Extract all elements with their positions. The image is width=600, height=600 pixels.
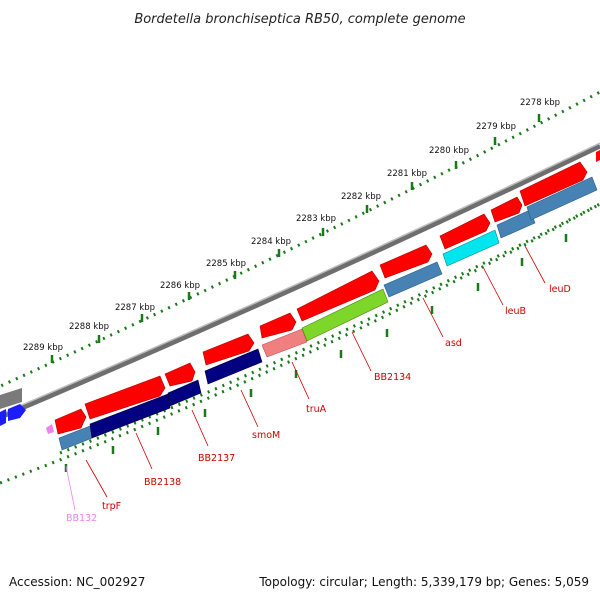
backbone-band — [0, 143, 600, 421]
gene-truA-forward[interactable] — [259, 312, 297, 339]
scale-label: 2289 kbp — [23, 343, 63, 353]
gene-label-BB132[interactable]: BB132 — [66, 513, 97, 524]
scale-label: 2285 kbp — [206, 259, 246, 269]
gene-label-trpF[interactable]: trpF — [102, 501, 121, 512]
leader-leuB — [482, 266, 504, 306]
leader-BB2134 — [351, 331, 372, 372]
gene-right-reverse[interactable] — [526, 176, 598, 221]
gene-BB2137-forward[interactable] — [164, 362, 196, 387]
gene-label-asd[interactable]: asd — [445, 338, 462, 349]
accession-text: Accession: NC_002927 — [9, 575, 145, 589]
genome-summary-text: Topology: circular; Length: 5,339,179 bp… — [258, 575, 589, 589]
gene-label-truA[interactable]: truA — [306, 404, 327, 415]
inner-dotted-arc-upper — [59, 202, 600, 455]
scale-label: 2279 kbp — [476, 122, 516, 132]
secondary-track-genes — [46, 176, 598, 451]
gene-labels: leuD leuB asd BB2134 truA smoM BB2137 BB… — [66, 284, 571, 524]
leader-BB132 — [65, 465, 76, 511]
gene-truA-highlight[interactable] — [261, 328, 308, 358]
gene-label-BB2137[interactable]: BB2137 — [198, 453, 235, 464]
gene-leuB-highlight[interactable] — [442, 229, 500, 267]
gene-label-BB2138[interactable]: BB2138 — [144, 477, 181, 488]
outer-scale-ring: 2278 kbp 2279 kbp 2280 kbp 2281 kbp 2282 kbp… — [0, 90, 600, 388]
gene-leuB-forward[interactable] — [439, 213, 491, 250]
outer-dotted-arc — [0, 90, 600, 388]
scale-label: 2288 kbp — [69, 322, 109, 332]
gene-edge-forward[interactable] — [596, 150, 600, 162]
gene-asd-reverse[interactable] — [383, 261, 443, 298]
gene-leuD-forward[interactable] — [490, 196, 523, 223]
gene-BB2134-highlight[interactable] — [301, 288, 389, 342]
gene-smoM-reverse[interactable] — [204, 348, 263, 385]
scale-label: 2287 kbp — [115, 303, 155, 313]
gene-label-leuB[interactable]: leuB — [505, 306, 526, 317]
gene-smoM-forward[interactable] — [202, 333, 255, 366]
scale-label: 2283 kbp — [296, 214, 336, 224]
blue-gene-left-1 — [0, 409, 6, 426]
gene-label-BB2134[interactable]: BB2134 — [374, 372, 411, 383]
gene-right-forward[interactable] — [519, 161, 588, 207]
leader-BB2137 — [191, 409, 209, 447]
scale-label: 2281 kbp — [387, 169, 427, 179]
gene-label-leuD[interactable]: leuD — [549, 284, 571, 295]
gene-trpF-forward[interactable] — [54, 408, 87, 435]
label-leader-lines — [65, 245, 546, 511]
gene-BB132-marker[interactable] — [46, 424, 54, 434]
leader-asd — [422, 297, 444, 338]
leader-truA — [291, 361, 310, 400]
scale-label: 2284 kbp — [251, 237, 291, 247]
leader-BB2138 — [135, 432, 153, 470]
leader-smoM — [240, 389, 259, 428]
scale-label: 2286 kbp — [160, 281, 200, 291]
leader-trpF — [85, 459, 108, 498]
leader-leuD — [524, 245, 546, 284]
scale-labels: 2278 kbp 2279 kbp 2280 kbp 2281 kbp 2282 kbp… — [23, 98, 560, 353]
grey-feature-left — [0, 388, 22, 409]
forward-strand-genes — [54, 150, 600, 435]
gene-label-smoM[interactable]: smoM — [252, 430, 280, 441]
scale-label: 2278 kbp — [520, 98, 560, 108]
backbone-highlight — [0, 142, 600, 416]
gene-BB2138-forward[interactable] — [84, 375, 166, 420]
gene-BB2138-reverse[interactable] — [89, 393, 171, 439]
gene-asd-forward[interactable] — [379, 244, 433, 279]
gene-leuD-reverse[interactable] — [496, 209, 536, 239]
blue-gene-left-2[interactable] — [8, 404, 26, 421]
gene-BB2134-forward[interactable] — [296, 270, 380, 322]
map-title: Bordetella bronchiseptica RB50, complete… — [134, 12, 465, 27]
genome-backbone — [0, 142, 600, 421]
scale-label: 2280 kbp — [429, 146, 469, 156]
scale-label: 2282 kbp — [341, 192, 381, 202]
outer-tick-marks — [50, 114, 541, 363]
gene-BB2137-reverse[interactable] — [167, 379, 202, 407]
